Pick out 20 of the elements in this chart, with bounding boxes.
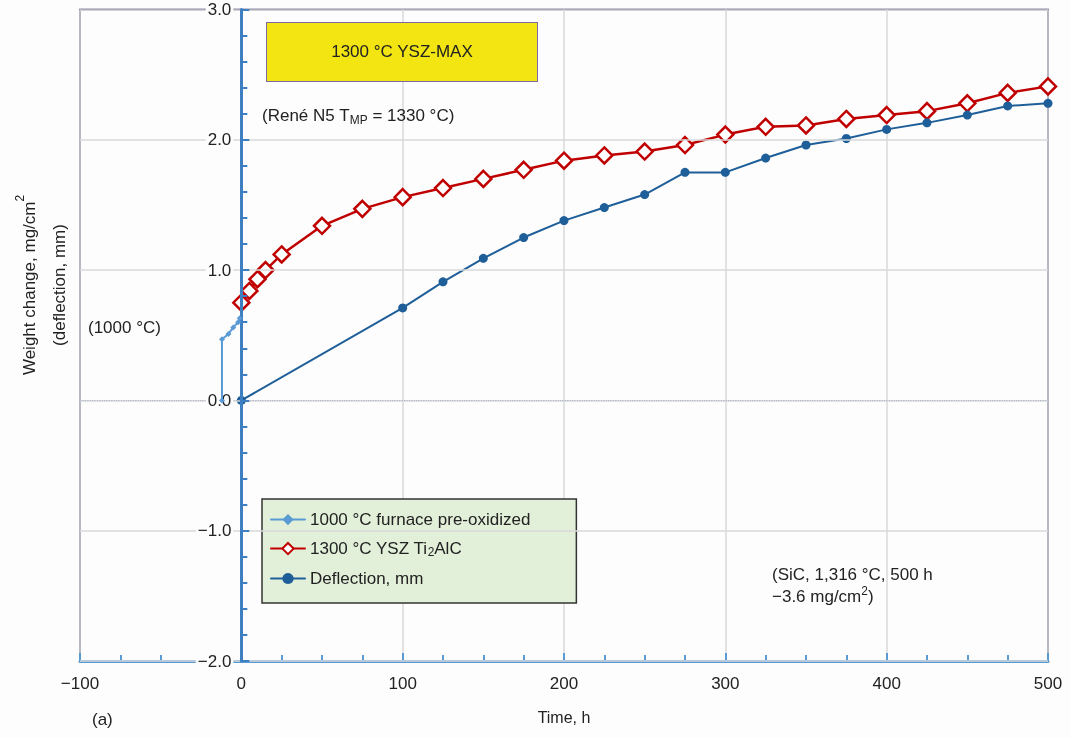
- y-tick-label: −1.0: [197, 521, 232, 541]
- y-tick-label: 0.0: [207, 390, 232, 410]
- x-tick-label: 100: [388, 674, 417, 693]
- x-tick-label: 300: [711, 674, 740, 693]
- x-tick-label: 400: [872, 674, 901, 693]
- x-axis-title: Time, h: [537, 708, 591, 726]
- legend-label: 1000 °C furnace pre-oxidized: [310, 510, 531, 530]
- legend-label: Deflection, mm: [310, 569, 424, 588]
- y-tick-label: −2.0: [197, 651, 232, 671]
- y-tick-label: 1.0: [207, 260, 232, 280]
- text: (a): [92, 709, 113, 729]
- x-tick-label: 200: [549, 674, 579, 693]
- x-tick-label: −100: [60, 674, 100, 693]
- text: Weight change, mg/cm2 (deflection, mm): [13, 194, 69, 376]
- annotation: (1000 °C): [88, 317, 161, 337]
- y-tick-label: 2.0: [207, 130, 232, 150]
- y-tick-label: 3.0: [207, 0, 232, 19]
- x-tick-label: 500: [1033, 674, 1063, 693]
- title-box: 1300 °C YSZ-MAX: [266, 22, 538, 82]
- x-tick-label: 0: [236, 674, 247, 693]
